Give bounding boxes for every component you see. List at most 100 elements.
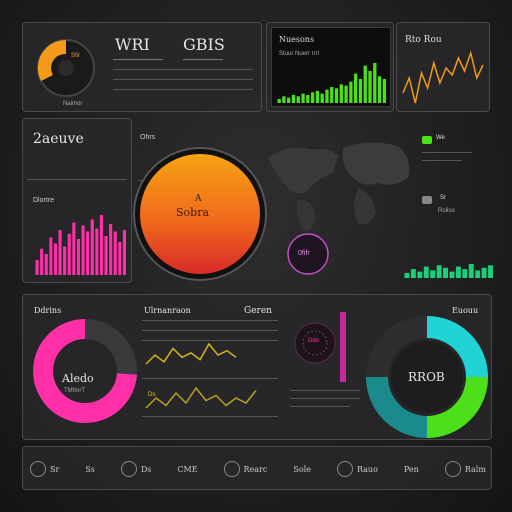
chart-bar <box>475 270 481 278</box>
chart-bar <box>363 65 367 103</box>
footer-label: Ralm <box>464 464 486 474</box>
chart-title: Rto Rou <box>405 35 442 45</box>
green-bar-strip <box>404 264 493 278</box>
chart-bar <box>104 236 108 275</box>
chart-bar <box>377 76 382 103</box>
chart-bar <box>118 242 122 275</box>
divider <box>422 152 472 153</box>
chart-subtitle: Stuur Nuerr rrrl <box>279 51 320 57</box>
footer-icon <box>444 461 461 477</box>
chart-bar <box>282 96 286 103</box>
chart-bar <box>455 266 461 278</box>
chart-bar <box>90 219 94 275</box>
footer-icon <box>120 461 137 477</box>
chart-bar <box>358 79 363 103</box>
mid-right-label-2: Sr <box>440 195 446 201</box>
chart-bar <box>310 92 315 103</box>
chart-bar <box>462 269 468 278</box>
divider <box>27 179 127 180</box>
chart-bar <box>99 215 103 275</box>
chart-bar <box>72 222 76 275</box>
chart-bar <box>373 63 377 103</box>
footer-item[interactable]: Ss <box>85 465 95 474</box>
chart-bar <box>320 93 324 103</box>
chart-bar <box>291 95 296 103</box>
chart-bar <box>449 271 455 278</box>
chart-bar <box>35 260 39 275</box>
magenta-bar-chart <box>35 215 126 275</box>
footer-item[interactable]: CME <box>177 465 197 474</box>
chart-bar <box>306 95 310 103</box>
footer-item[interactable]: Rearc <box>223 461 268 477</box>
divider <box>290 390 360 391</box>
footer-item[interactable]: Rauo <box>336 461 378 477</box>
yellow-line-chart <box>145 342 237 365</box>
gauge-subtitle: Naimor <box>63 101 83 107</box>
footer-label: Rearc <box>243 464 268 474</box>
donut-center-label: Aledo <box>62 372 94 385</box>
chart-bar <box>49 237 53 275</box>
chart-bar <box>67 233 71 275</box>
chart-bar <box>109 224 113 275</box>
dial-tag: Ddo <box>308 338 320 344</box>
chart-bar <box>325 89 329 103</box>
orange-gauge <box>37 39 95 97</box>
chart-bar <box>488 265 493 278</box>
footer-item[interactable]: Pen <box>404 465 419 474</box>
chart-bar <box>430 270 436 278</box>
footer-label: Ss <box>85 464 95 474</box>
footer-items: Sr Ss Ds CME Rearc Sole Rauo Pen Ralm <box>30 454 486 484</box>
chart-bar <box>58 230 62 275</box>
chart-bar <box>410 269 416 278</box>
series-line <box>145 342 237 365</box>
orb-label-1: A <box>195 194 202 204</box>
mid-right-item-1 <box>422 136 432 144</box>
chart-bar <box>301 93 305 103</box>
chart-bar <box>436 265 442 278</box>
divider <box>142 340 278 341</box>
footer-item[interactable]: Sole <box>293 465 311 474</box>
series-line <box>145 386 257 409</box>
footer-label: Ds <box>140 464 152 474</box>
chart-bar <box>315 91 320 103</box>
top-bar-chart <box>277 63 386 103</box>
chart-bar <box>423 266 429 278</box>
chart-bar <box>122 230 126 275</box>
purple-orb-label: 0fifr <box>298 250 310 257</box>
footer-icon <box>223 461 240 477</box>
chart-bar <box>330 87 334 103</box>
footer-label: Sole <box>293 464 311 474</box>
chart-bar <box>287 97 291 103</box>
mid-left-panel: 2aeuve Dlortre <box>22 118 132 283</box>
chart-bar <box>277 99 281 103</box>
footer-item[interactable]: Sr <box>30 461 59 477</box>
top-chart-panel: Nuesons Stuur Nuerr rrrl <box>266 22 394 112</box>
cyan-green-donut <box>366 316 488 438</box>
bottom-mid-title: Ulrnanraon <box>144 306 191 315</box>
orb-label-2: Sobra <box>176 206 210 219</box>
center-orb[interactable] <box>130 144 270 284</box>
footer-label: Rauo <box>356 464 378 474</box>
divider <box>113 69 253 70</box>
chart-bar <box>468 264 474 278</box>
mid-right-label-3: Roilso <box>438 208 455 214</box>
chart-bar <box>296 96 300 103</box>
chart-bar <box>40 248 44 275</box>
footer-label: CME <box>177 464 198 474</box>
top-left-panel: Sfir Naimor WRI GBIS <box>22 22 262 112</box>
panel-title-a: WRI <box>115 35 150 54</box>
footer-item[interactable]: Ralm <box>444 461 486 477</box>
donut-sub-label: TMfmrT <box>64 388 85 394</box>
footer-label: Pen <box>403 464 419 474</box>
purple-orb[interactable] <box>286 232 330 276</box>
chart-bar <box>44 254 48 275</box>
footer-item[interactable]: Ds <box>120 461 152 477</box>
top-line-chart <box>402 50 484 104</box>
world-map <box>268 142 410 232</box>
chart-bar <box>86 231 90 275</box>
divider <box>290 398 360 399</box>
footer-icon <box>336 461 353 477</box>
divider <box>290 406 350 407</box>
chart-bar <box>113 231 117 275</box>
footer-label: Sr <box>50 464 60 474</box>
